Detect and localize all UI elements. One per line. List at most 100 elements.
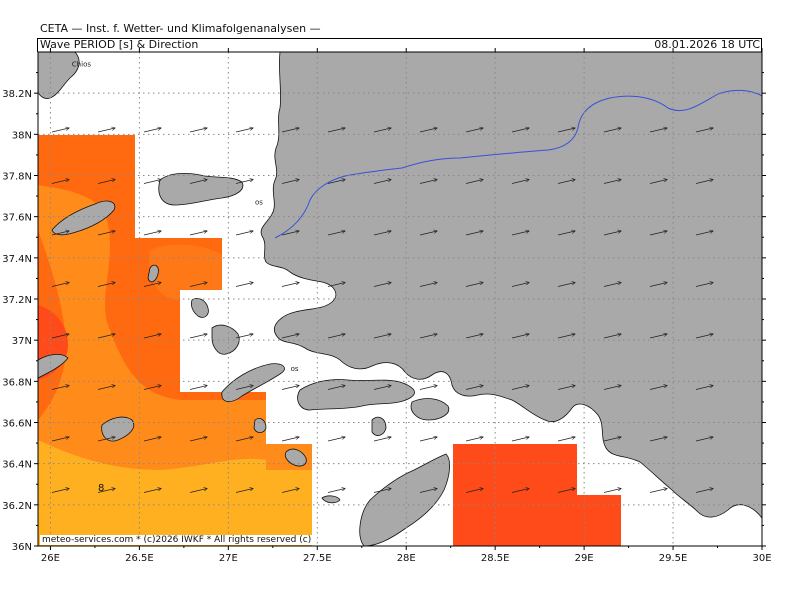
direction-arrow (327, 334, 345, 339)
lat-label: 36.4N (2, 460, 32, 471)
direction-arrow (97, 437, 115, 442)
patmos-island (147, 264, 159, 283)
direction-arrow (143, 334, 161, 339)
direction-arrow (373, 489, 391, 493)
direction-arrow (189, 386, 207, 390)
border-line (274, 89, 762, 239)
lon-label: 26.5E (125, 553, 154, 564)
lon-label: 29.5E (659, 553, 688, 564)
symi-island (371, 416, 387, 436)
direction-arrow (327, 180, 345, 184)
direction-arrow (97, 180, 115, 184)
direction-arrow (557, 283, 575, 287)
lat-label: 38.2N (2, 89, 32, 100)
direction-arrow (511, 128, 529, 133)
direction-arrow (419, 386, 437, 390)
direction-arrow (603, 128, 621, 133)
place-labels: Chios os os (72, 60, 299, 373)
direction-arrow (51, 231, 69, 236)
land-masses (38, 52, 762, 546)
lon-label: 26E (41, 553, 60, 564)
datca-peninsula (410, 398, 450, 421)
direction-arrow (327, 231, 345, 236)
lat-label: 38N (12, 130, 32, 141)
lat-label: 37.4N (2, 254, 32, 265)
kos-island (221, 363, 285, 402)
period-band-high-east (453, 444, 577, 546)
direction-arrow (419, 489, 437, 493)
lat-label: 37.8N (2, 172, 32, 183)
direction-arrow (281, 437, 299, 442)
direction-arrow (465, 128, 483, 133)
direction-arrow (281, 334, 299, 339)
period-band-mid-patch (149, 244, 222, 300)
direction-arrow (235, 489, 253, 493)
wave-direction-arrows (51, 128, 713, 493)
direction-arrow (557, 386, 575, 390)
direction-arrow (511, 386, 529, 390)
direction-arrow (695, 128, 713, 133)
direction-arrow (51, 334, 69, 339)
direction-arrow (97, 283, 115, 287)
lat-label: 36.8N (2, 377, 32, 388)
direction-arrow (327, 386, 345, 390)
direction-arrow (189, 283, 207, 287)
organization-label: CETA — Inst. f. Wetter- und Klimafolgena… (40, 22, 321, 35)
tilos-island (284, 448, 307, 467)
lon-label: 29E (575, 553, 594, 564)
direction-arrow (143, 180, 161, 184)
lat-label: 36.2N (2, 501, 32, 512)
direction-arrow (465, 386, 483, 390)
direction-arrow (281, 283, 299, 287)
direction-arrow (603, 437, 621, 442)
direction-arrow (281, 128, 299, 133)
direction-arrow (557, 489, 575, 493)
kalymnos-island (211, 324, 240, 355)
direction-arrow (189, 489, 207, 493)
direction-arrow (557, 334, 575, 339)
anatolia-mainland (260, 52, 762, 519)
direction-arrow (373, 334, 391, 339)
direction-arrow (281, 231, 299, 236)
samos-island (158, 172, 244, 206)
direction-arrow (603, 489, 621, 493)
direction-arrow (97, 128, 115, 133)
direction-arrow (51, 128, 69, 133)
direction-arrow (235, 437, 253, 442)
direction-arrow (695, 437, 713, 442)
direction-arrow (419, 180, 437, 184)
place-label: os (291, 365, 299, 373)
direction-arrow (419, 231, 437, 236)
direction-arrow (97, 334, 115, 339)
coordinate-grid (38, 52, 762, 546)
axis-ticks (34, 48, 766, 550)
direction-arrow (189, 128, 207, 133)
direction-arrow (419, 437, 437, 442)
direction-arrow (603, 231, 621, 236)
direction-arrow (235, 128, 253, 133)
place-label: os (255, 198, 263, 206)
astypalaia-island (101, 416, 135, 442)
period-band-low (38, 440, 312, 546)
direction-arrow (97, 231, 115, 236)
lat-label: 36N (12, 542, 32, 553)
direction-arrow (189, 437, 207, 442)
direction-arrow (373, 437, 391, 442)
direction-arrow (557, 180, 575, 184)
footer-credit: meteo-services.com * (c)2026 IWKF * All … (40, 535, 314, 545)
direction-arrow (143, 283, 161, 287)
direction-arrow (281, 180, 299, 184)
latitude-labels: 38.2N 38N 37.8N 37.6N 37.4N 37.2N 37N 36.8N 36.6… (2, 89, 32, 553)
direction-arrow (51, 283, 69, 287)
direction-arrow (189, 180, 207, 184)
direction-arrow (235, 334, 253, 339)
direction-arrow (695, 180, 713, 184)
direction-arrow (419, 334, 437, 339)
direction-arrow (695, 231, 713, 236)
direction-arrow (511, 283, 529, 287)
direction-arrow (557, 437, 575, 442)
direction-arrow (97, 489, 115, 493)
longitude-labels: 26E 26.5E 27E 27.5E 28E 28.5E 29E 29.5E 30E (41, 553, 772, 564)
direction-arrow (327, 283, 345, 287)
